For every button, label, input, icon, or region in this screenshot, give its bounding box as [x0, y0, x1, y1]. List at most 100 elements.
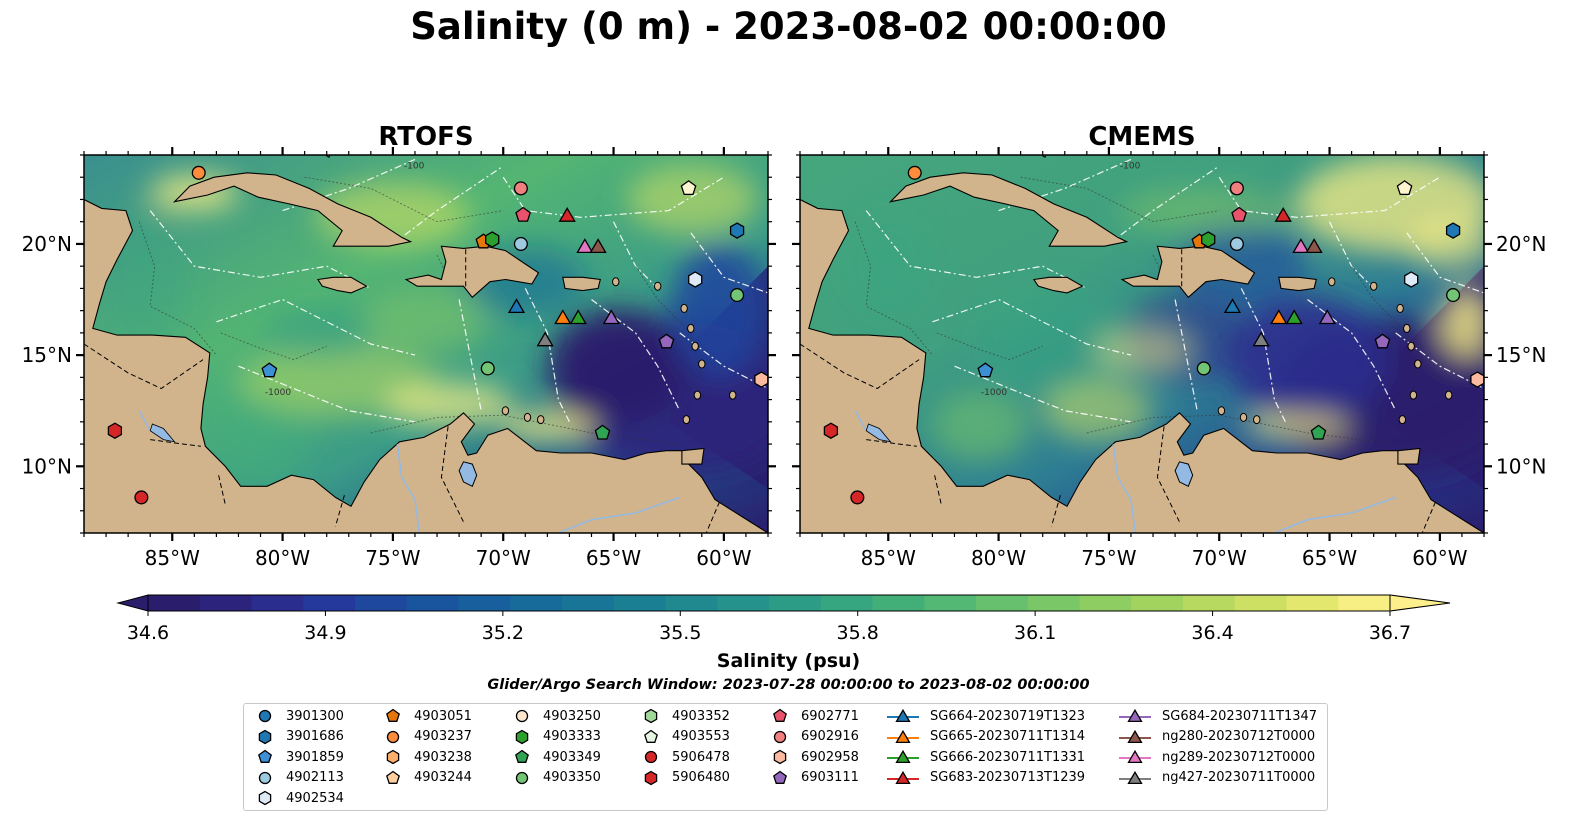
platform-4903553	[1396, 180, 1413, 196]
colorbar-bin	[510, 595, 563, 611]
lat-tick-label: 20°N	[1496, 232, 1546, 256]
platform-4903244	[191, 165, 206, 180]
legend-marker	[515, 709, 529, 723]
lat-tick-label: 10°N	[22, 454, 72, 478]
legend-item: 3901300	[254, 706, 344, 726]
legend-hexagon-icon	[515, 729, 529, 744]
isobath-label: -100	[404, 161, 425, 171]
legend-label: ng280-20230712T0000	[1162, 729, 1316, 744]
colorbar-extend-high	[1389, 594, 1451, 612]
colorbar: 34.6 34.9 35.2 35.5 35.8 36.1 36.4 36.7	[116, 594, 1451, 644]
land	[800, 155, 1484, 533]
legend-marker	[644, 770, 658, 785]
legend-label: ng289-20230712T0000	[1162, 749, 1316, 765]
figure-title: Salinity (0 m) - 2023-08-02 00:00:00	[410, 5, 1167, 48]
colorbar-bin	[458, 595, 511, 611]
platform-4903350	[480, 361, 495, 376]
land	[84, 155, 768, 533]
platform-3901686	[1445, 222, 1461, 239]
platform-4902534	[1404, 271, 1419, 288]
land-puertorico	[1278, 276, 1317, 292]
legend-marker	[887, 729, 919, 743]
legend-circle-icon	[258, 771, 272, 784]
search-window-text: Glider/Argo Search Window: 2023-07-28 00…	[487, 677, 1090, 693]
legend-hexagon-icon	[258, 790, 272, 806]
legend-circle-icon	[258, 709, 272, 723]
colorbar-bin	[251, 595, 304, 611]
legend-label: 4903250	[543, 708, 601, 724]
land-jamaica	[316, 276, 368, 294]
legend-marker	[773, 708, 787, 722]
platform-6903111	[1374, 333, 1391, 349]
axis-ticks	[792, 147, 1492, 541]
land-cuba	[888, 172, 1129, 247]
lat-tick-label: 15°N	[1496, 343, 1546, 367]
platform-6902771	[1231, 206, 1247, 222]
platform-SG683-20230713T1239	[558, 207, 576, 222]
legend-item: 6902958	[769, 747, 859, 767]
isobath-contours	[138, 176, 703, 445]
lon-tick-label: 65°W	[586, 546, 641, 570]
legend-item: SG664-20230719T1323	[886, 706, 1085, 726]
legend-item: 4902113	[254, 768, 344, 788]
colorbar-bin	[769, 595, 822, 611]
legend-marker	[258, 771, 272, 784]
lake-nicaragua	[149, 423, 176, 443]
land-hispaniola	[404, 245, 540, 299]
axis-ticks	[76, 147, 776, 541]
platform-6902916	[513, 181, 528, 196]
legend-hexagon-icon	[773, 749, 787, 765]
platform-ng427-20230711T0000	[1252, 331, 1270, 347]
legend-item: 4903350	[511, 768, 601, 788]
legend-item: 6903111	[769, 768, 859, 788]
legend-label: 4903352	[672, 708, 730, 724]
legend-marker	[773, 749, 787, 765]
lon-tick-label: 60°W	[1412, 546, 1467, 570]
legend-pentagon-icon	[258, 749, 272, 763]
platform-6902958	[754, 371, 769, 388]
legend-label: 6902916	[801, 729, 859, 744]
lon-tick-label: 80°W	[255, 546, 310, 570]
legend-label: 6903111	[801, 770, 859, 785]
rivers	[854, 410, 1396, 533]
land-trinidad	[1397, 447, 1421, 465]
platform-SG665-20230711T1314	[554, 309, 572, 325]
legend-item: 3901859	[254, 747, 344, 767]
legend-triangle-icon	[895, 749, 911, 764]
isobath-contours	[854, 176, 1419, 445]
isobath-label: -1000	[981, 388, 1007, 398]
lesser-antilles	[501, 277, 737, 425]
legend-circle-icon	[515, 771, 529, 784]
legend-label: 3901859	[286, 749, 344, 765]
legend-item: 4903553	[640, 727, 730, 747]
legend-item: ng280-20230712T0000	[1118, 727, 1315, 747]
legend-label: 4903238	[414, 749, 472, 765]
legend-item: 4903349	[511, 747, 601, 767]
colorbar-bin	[976, 595, 1029, 611]
platform-3901686	[729, 222, 745, 239]
land-andros	[1040, 155, 1047, 159]
legend-item: 4903238	[382, 747, 472, 767]
legend-marker	[386, 708, 400, 722]
legend-hexagon-icon	[644, 770, 658, 785]
legend-triangle-icon	[1127, 729, 1143, 743]
lake-maracaibo	[1174, 461, 1194, 487]
legend-marker	[515, 749, 529, 763]
platform-SG664-20230719T1323	[1223, 298, 1242, 314]
colorbar-bin	[1286, 595, 1339, 611]
legend-pentagon-icon	[644, 729, 658, 743]
platform-4903350	[1196, 361, 1211, 376]
legend-label: 5906478	[672, 749, 730, 765]
platform-5906480	[823, 422, 839, 439]
lesser-antilles	[1217, 277, 1453, 425]
lon-tick-label: 70°W	[1192, 546, 1247, 570]
panel-title: CMEMS	[1088, 122, 1195, 152]
legend-marker	[515, 771, 529, 784]
legend-item: 4903244	[382, 768, 472, 788]
platform-ng280-20230712T0000	[589, 238, 607, 254]
colorbar-tick-label: 36.7	[1369, 622, 1411, 644]
legend-label: SG665-20230711T1314	[930, 729, 1086, 744]
legend-item: 4903250	[511, 706, 601, 726]
legend-triangle-icon	[895, 729, 911, 743]
legend-marker	[887, 749, 919, 764]
